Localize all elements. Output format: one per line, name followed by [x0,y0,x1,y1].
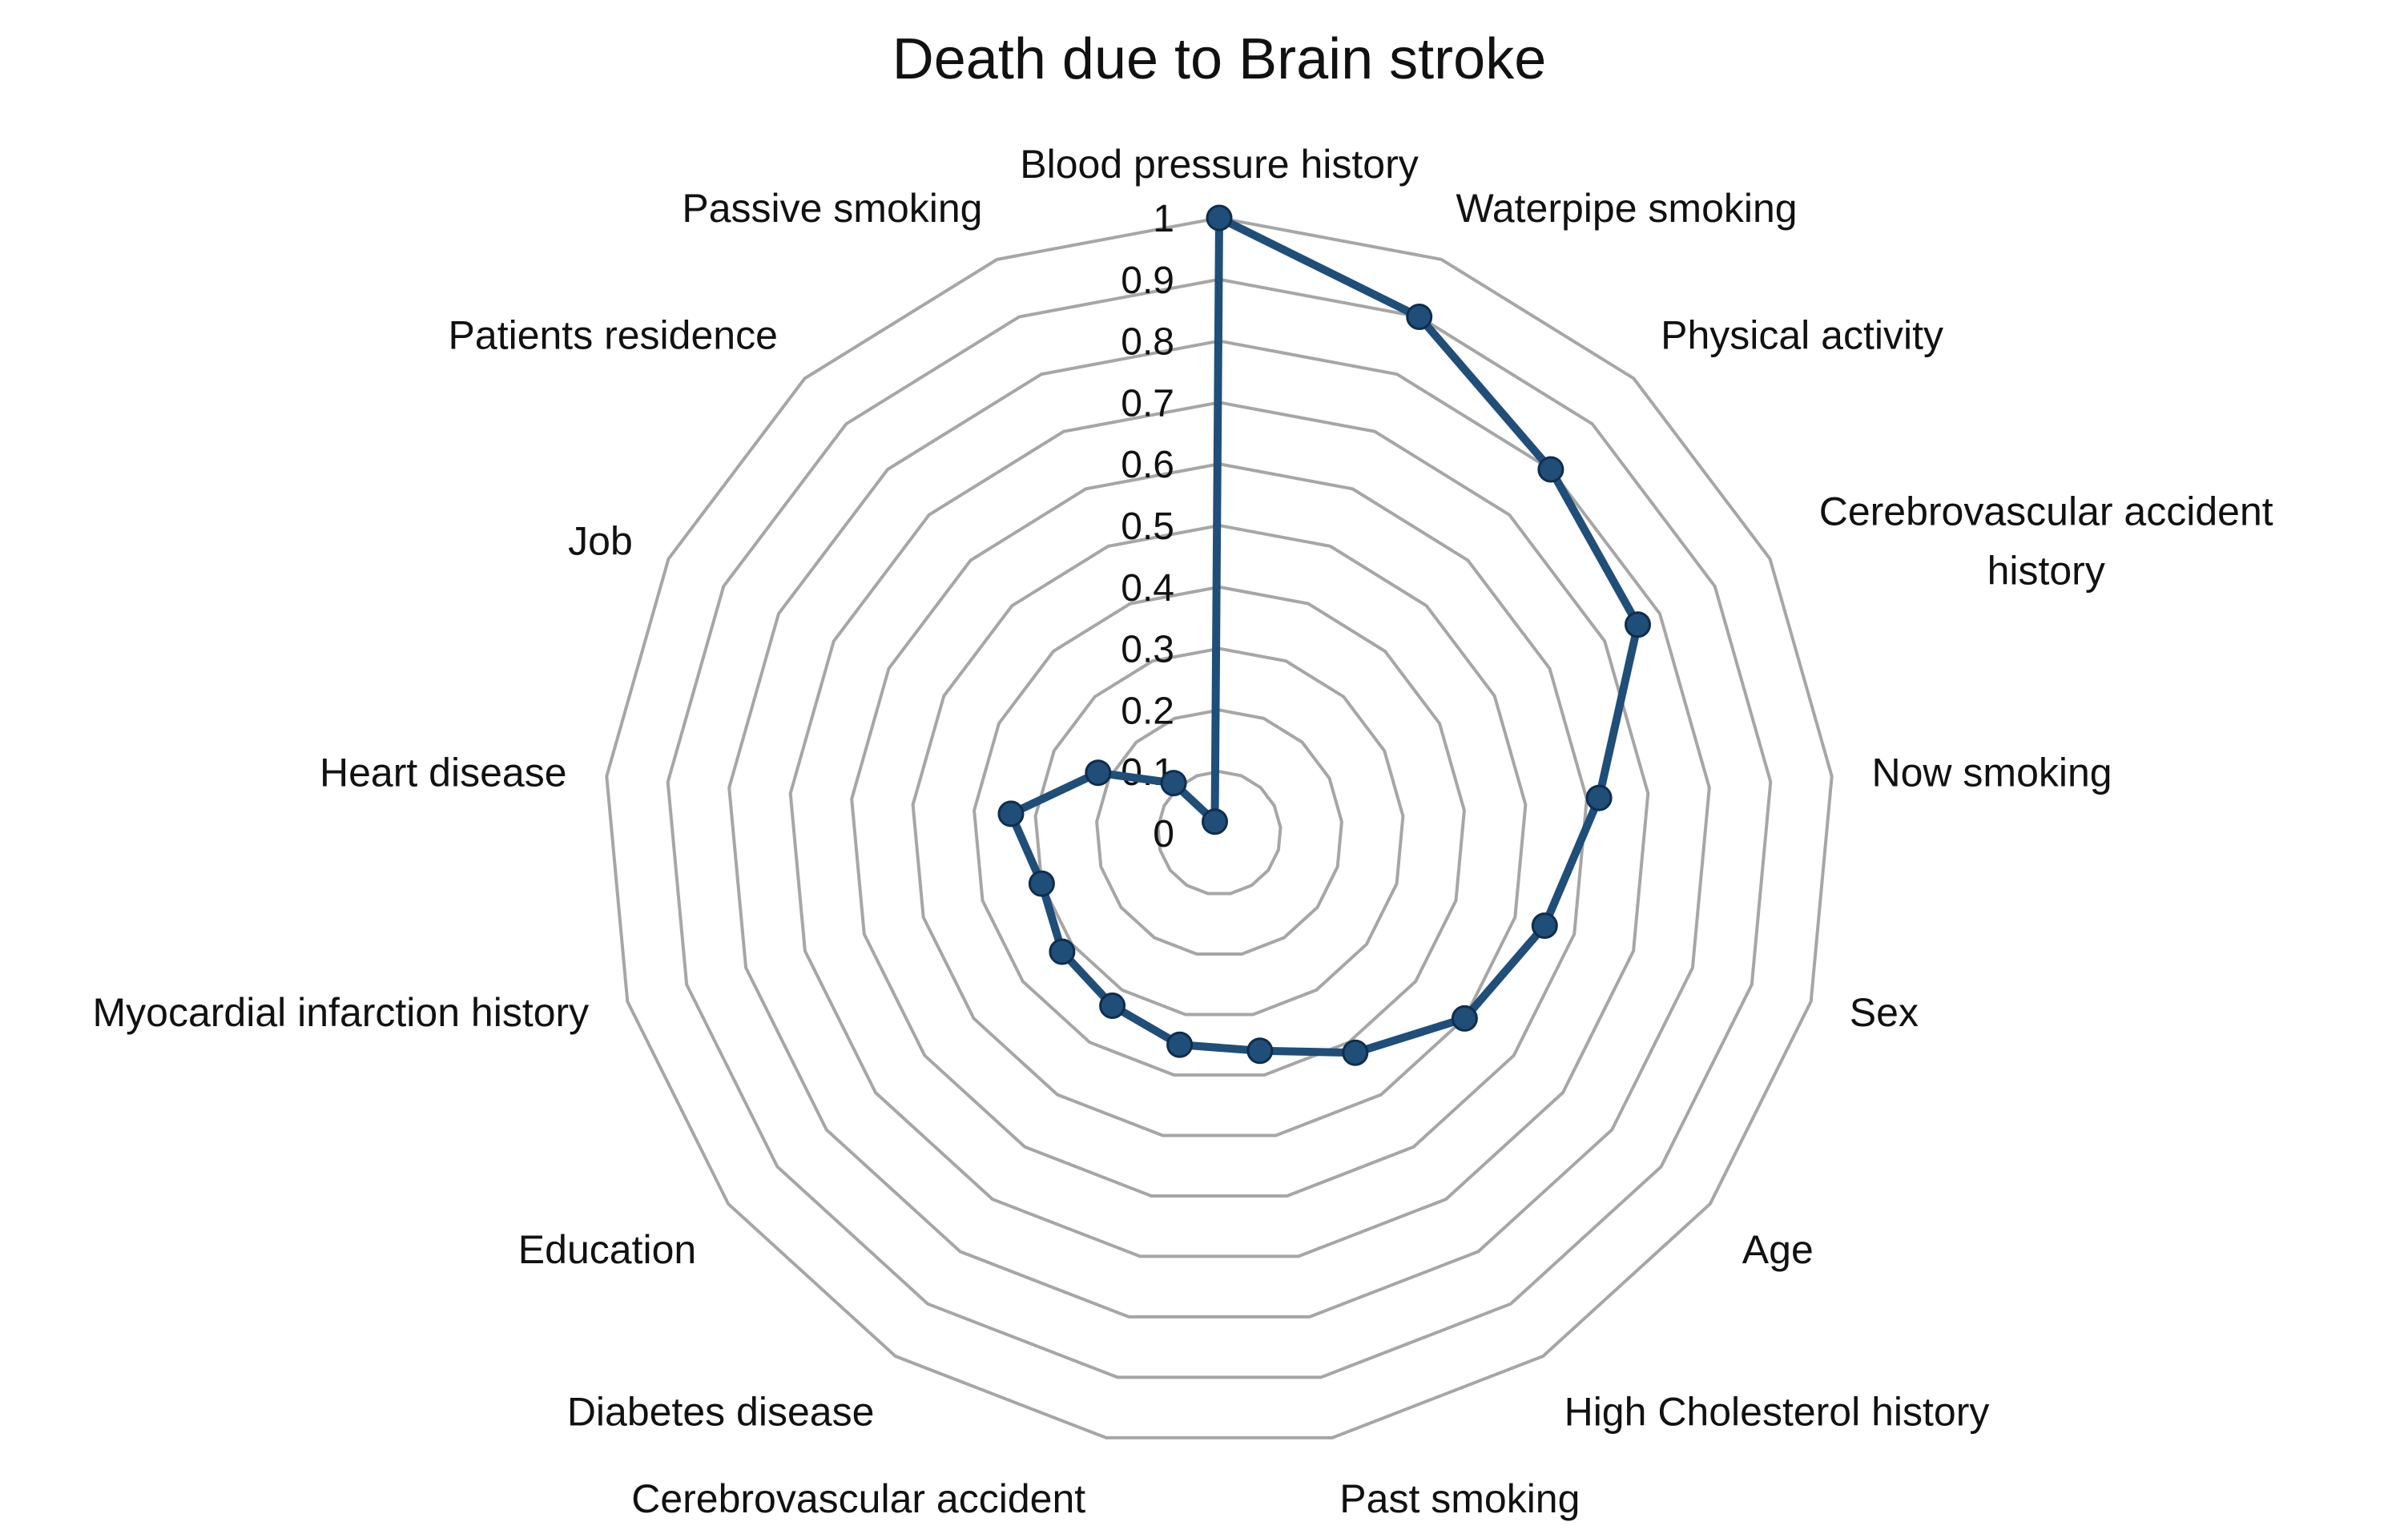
data-point[interactable] [997,800,1025,827]
grid-ring [911,523,1528,1137]
radial-tick-label: 0.6 [1121,444,1174,486]
data-point[interactable] [1451,1005,1478,1032]
data-point[interactable] [1099,992,1126,1019]
radial-tick-label: 1 [1153,198,1174,240]
category-label: Cerebrovascular accident type [631,1476,1085,1538]
category-label-line: Passive smoking [682,186,982,231]
category-label-line: Patients residence [449,313,778,358]
category-label-line: Heart disease [320,751,567,795]
data-point[interactable] [1406,304,1433,330]
category-label-line: Past smoking [1339,1476,1580,1521]
category-label-line: Physical activity [1661,313,1943,358]
data-point[interactable] [1625,611,1651,638]
grid-ring [605,215,1834,1439]
category-label: Physical activity [1661,313,1943,358]
category-label: Sex [1850,990,1919,1035]
radial-tick-label: 0.5 [1121,505,1174,548]
category-label: Heart disease [320,751,567,795]
data-point[interactable] [1531,912,1558,940]
category-label-line: Education [518,1227,696,1272]
category-label: Past smoking [1339,1476,1580,1521]
grid-ring [850,462,1589,1198]
category-label: Diabetes disease [567,1390,875,1435]
radial-tick-label: 0.8 [1121,321,1174,364]
data-point[interactable] [1206,204,1233,232]
category-label: High Cholesterol history [1564,1390,1990,1435]
data-point[interactable] [1160,770,1187,797]
radar-grid [605,215,1834,1439]
category-label-line: Cerebrovascular accident [631,1476,1085,1521]
category-label: Now smoking [1872,751,2112,795]
category-label-line: Blood pressure history [1020,142,1418,187]
grid-ring [972,585,1466,1077]
category-label-line: Age [1742,1227,1814,1272]
radial-tick-label: 0.7 [1121,382,1174,425]
category-label: Waterpipe smoking [1456,186,1798,231]
radial-tick-label: 0.9 [1121,260,1174,302]
category-label-line: High Cholesterol history [1564,1390,1990,1435]
category-label-line: history [1987,548,2105,593]
data-point[interactable] [1049,938,1076,965]
category-label: Cerebrovascular accident history [1819,489,2273,593]
grid-ring [666,277,1773,1379]
category-label-line: Sex [1850,990,1919,1035]
category-label-line: Waterpipe smoking [1456,186,1798,231]
data-point[interactable] [1585,784,1613,811]
data-point[interactable] [1246,1037,1274,1065]
chart-title: Death due to Brain stroke [892,27,1546,91]
radial-tick-label: 0 [1153,813,1174,856]
grid-ring [788,401,1650,1258]
data-point[interactable] [1085,759,1112,787]
grid-ring [727,339,1711,1319]
data-point[interactable] [1537,456,1564,483]
category-label: Myocardial infarction history [93,990,590,1035]
category-labels: Blood pressure history Waterpipe smoking P… [93,142,2273,1538]
category-label-line: Job [568,518,633,563]
category-label-line: Now smoking [1872,751,2112,795]
category-label: Patients residence [449,313,778,358]
category-label: Blood pressure history [1020,142,1418,187]
category-label: Education [518,1227,696,1272]
category-label: Job [568,518,633,563]
grid-ring [1033,646,1405,1017]
data-point[interactable] [1202,808,1228,835]
series-group [997,204,1651,1066]
category-label-line: type [820,1536,896,1538]
category-label: Passive smoking [682,186,982,231]
category-label-line: Cerebrovascular accident [1819,489,2273,533]
category-label: Age [1742,1227,1814,1272]
data-point[interactable] [1028,870,1055,897]
grid-ring [1156,770,1283,896]
radial-tick-label: 0.3 [1121,629,1174,671]
data-point[interactable] [1166,1031,1194,1058]
category-label-line: Diabetes disease [567,1390,875,1435]
category-label-line: Myocardial infarction history [93,990,590,1035]
radial-tick-labels: 00.10.20.30.40.50.60.70.80.91 [1121,198,1174,856]
data-point[interactable] [1342,1039,1369,1066]
radial-tick-label: 0.2 [1121,690,1174,732]
radial-tick-label: 0.4 [1121,567,1174,610]
